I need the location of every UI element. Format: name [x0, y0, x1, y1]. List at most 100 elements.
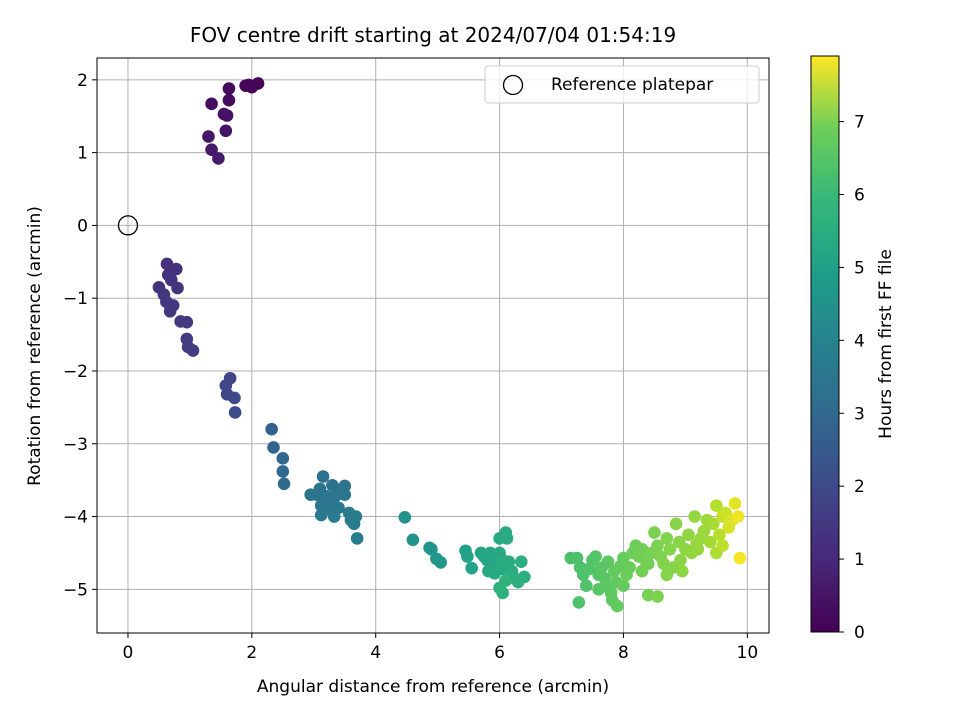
legend-entry-reference: Reference platepar [551, 75, 713, 95]
data-point [601, 555, 615, 568]
x-tick-label: 0 [123, 643, 134, 663]
data-point [688, 510, 701, 523]
data-point [733, 551, 747, 565]
data-point [267, 441, 280, 454]
colorbar-tick-label: 6 [854, 186, 865, 206]
data-point [691, 542, 705, 556]
data-point [398, 510, 412, 524]
data-point [228, 406, 242, 419]
data-point [703, 535, 717, 549]
legend-box [484, 65, 760, 104]
data-point [425, 542, 438, 556]
data-point [406, 533, 420, 547]
colorbar-ticks: 0 1 2 3 4 5 6 7 [839, 113, 865, 643]
data-point [572, 596, 586, 609]
data-point [641, 557, 655, 571]
x-tick-label: 4 [370, 643, 381, 663]
legend-marker [502, 74, 524, 96]
data-point [205, 97, 218, 111]
data-point [350, 532, 364, 545]
colorbar-tick-label: 2 [854, 477, 865, 497]
data-point [434, 556, 448, 569]
data-point [697, 524, 711, 538]
data-point [511, 575, 525, 589]
data-point [502, 555, 516, 568]
data-point [669, 517, 683, 531]
data-point [570, 551, 584, 565]
data-point [660, 532, 674, 545]
data-point [651, 539, 664, 552]
reference-point [117, 215, 139, 236]
colorbar-tick-label: 7 [854, 113, 865, 133]
data-point [461, 550, 474, 563]
data-point [500, 532, 514, 545]
data-point [186, 344, 200, 357]
data-point [219, 124, 233, 138]
colorbar-tick-label: 3 [854, 404, 865, 424]
x-axis-label: Angular distance from reference (arcmin) [257, 677, 609, 697]
data-point [651, 590, 664, 603]
data-point [682, 528, 695, 542]
data-point [242, 78, 256, 92]
data-point [716, 539, 729, 552]
data-point [617, 579, 630, 592]
data-point [499, 574, 513, 587]
x-tick-label: 6 [494, 643, 505, 663]
data-point [316, 470, 330, 483]
data-point [171, 281, 184, 295]
data-point [277, 477, 291, 491]
data-point [160, 257, 174, 271]
data-point [610, 599, 624, 613]
chart-title: FOV centre drift starting at 2024/07/04 … [190, 23, 676, 47]
data-point [180, 315, 194, 329]
data-point [222, 82, 236, 95]
colorbar-tick-label: 4 [854, 331, 865, 351]
plot-frame [96, 57, 770, 634]
colorbar-label: Hours from first FF file [876, 249, 896, 439]
data-point [589, 550, 602, 563]
data-point [251, 77, 265, 90]
data-point [706, 517, 720, 531]
y-tick-label: −5 [63, 580, 88, 600]
data-point [617, 551, 630, 565]
data-point [212, 152, 225, 165]
data-point [641, 588, 655, 602]
y-tick-label: −3 [63, 435, 88, 455]
data-point [731, 510, 745, 523]
data-points [117, 77, 747, 613]
data-point [338, 488, 352, 502]
data-point [349, 510, 363, 523]
x-tick-label: 10 [737, 643, 759, 663]
x-tick-label: 2 [246, 643, 257, 663]
data-point [623, 561, 636, 574]
data-point [663, 542, 677, 556]
data-point [674, 553, 687, 567]
data-point [710, 499, 723, 512]
data-point [310, 488, 324, 502]
data-point [276, 465, 290, 478]
data-point [579, 579, 593, 592]
y-axis-ticks: −5 −4 −3 −2 −1 0 1 2 [63, 71, 97, 600]
x-tick-label: 8 [618, 643, 629, 663]
y-tick-label: −2 [63, 362, 88, 382]
data-point [163, 304, 177, 318]
y-tick-label: 2 [77, 71, 88, 91]
y-tick-label: −4 [63, 508, 88, 528]
data-point [675, 564, 689, 578]
y-axis-label: Rotation from reference (arcmin) [25, 206, 45, 486]
x-axis-ticks: 0 2 4 6 8 10 [123, 633, 759, 663]
data-point [465, 561, 479, 575]
data-point [276, 452, 290, 465]
data-point [265, 422, 278, 436]
data-point [327, 510, 341, 523]
colorbar-tick-label: 5 [854, 258, 865, 278]
data-point [220, 109, 234, 122]
y-tick-label: −1 [63, 289, 88, 309]
y-tick-label: 0 [77, 216, 88, 236]
legend: Reference platepar [484, 65, 760, 104]
colorbar-tick-label: 0 [854, 623, 865, 643]
colorbar-tick-label: 1 [854, 550, 865, 570]
data-point [648, 526, 661, 539]
data-point [713, 528, 726, 542]
